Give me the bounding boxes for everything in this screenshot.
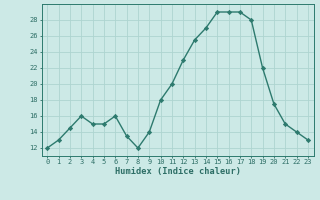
X-axis label: Humidex (Indice chaleur): Humidex (Indice chaleur) (115, 167, 241, 176)
